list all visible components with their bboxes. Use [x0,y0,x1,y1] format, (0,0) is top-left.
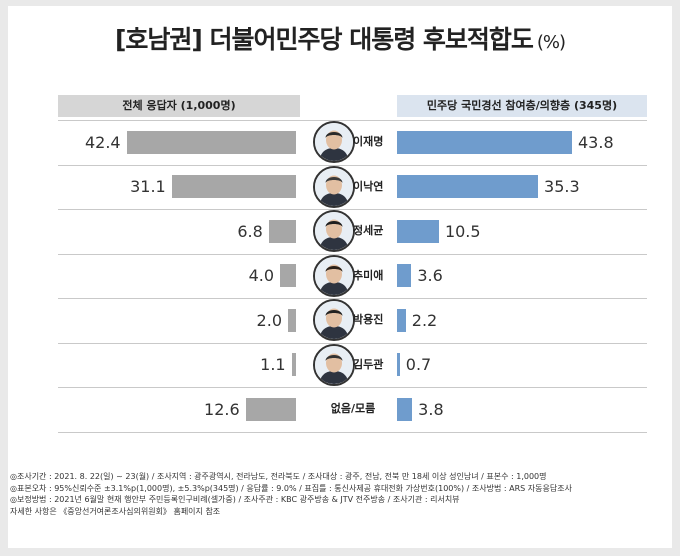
candidate-name: 이낙연 [353,179,384,193]
bar-left [288,308,296,332]
bar-right [397,219,439,243]
bar-left [245,397,296,421]
value-label-left: 6.8 [237,221,263,241]
bar-left [126,130,296,154]
row-divider [58,431,647,433]
footnote-line: ◎조사기간 : 2021. 8. 22(일) ~ 23(월) / 조사지역 : … [10,472,547,481]
value-label-left: 2.0 [256,310,282,330]
chart-title: [호남권] 더불어민주당 대통령 후보적합도 (%) [0,20,680,56]
value-label-right: 3.6 [417,266,443,286]
candidate-name: 추미애 [353,268,384,282]
candidate-photo [313,299,355,342]
row-divider [58,253,647,255]
candidate-name: 정세균 [353,224,384,238]
bar-left [291,353,296,377]
bar-right [397,397,413,421]
candidate-photo [313,121,355,164]
value-label-right: 43.8 [578,132,614,152]
row-divider [58,342,647,344]
value-label-left: 31.1 [130,177,166,197]
footnote-line: ◎보정방법 : 2021년 6월말 현재 행안부 주민등록인구비례(셀가중) /… [10,495,460,505]
candidate-photo [313,165,355,208]
bar-right [397,264,412,288]
candidate-photo [313,343,355,386]
bar-left [268,219,296,243]
value-label-right: 10.5 [444,221,481,241]
value-label-left: 4.0 [248,266,275,286]
survey-footnote: ◎조사기간 : 2021. 8. 22(일) ~ 23(월) / 조사지역 : … [10,471,660,517]
footnote-line: 자세한 사항은 《중앙선거여론조사심의위원회》 홈페이지 참조 [10,506,221,516]
chart-title-text: [호남권] 더불어민주당 대통령 후보적합도 [114,25,534,54]
bar-right [397,130,572,154]
bar-right [397,308,406,332]
value-label-right: 0.7 [405,355,432,375]
bar-right [397,353,400,377]
value-label-left: 1.1 [260,355,286,375]
row-divider [58,209,647,210]
candidate-photo [313,254,355,297]
row-divider [58,164,647,166]
bar-left [280,264,296,288]
chart-title-unit: (%) [536,32,566,53]
row-divider [58,387,647,388]
candidate-photo [313,210,355,253]
candidate-name: 박용진 [353,313,384,327]
candidate-name: 김두관 [353,357,384,371]
value-label-left: 42.4 [84,132,121,152]
right-series-header: 민주당 국민경선 참여층/의향층 (345명) [397,95,647,117]
footnote-line: ◎표본오차 : 95%신뢰수준 ±3.1%p(1,000명), ±5.3%p(3… [10,483,572,493]
bar-left [171,175,296,199]
value-label-left: 12.6 [204,399,240,419]
candidate-name: 없음/모름 [330,402,376,416]
candidate-name: 이재명 [353,135,384,149]
value-label-right: 35.3 [544,177,580,197]
value-label-right: 3.8 [418,399,444,419]
bar-right [397,175,539,199]
row-divider [58,298,647,299]
row-divider [58,120,647,121]
value-label-right: 2.2 [411,310,438,330]
left-series-header: 전체 응답자 (1,000명) [58,95,300,117]
